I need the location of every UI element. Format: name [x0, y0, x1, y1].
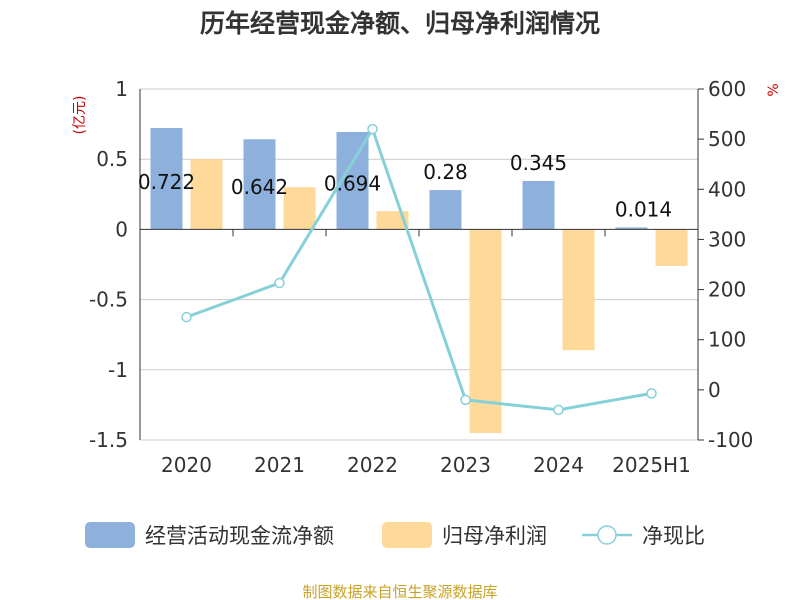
- net-profit-bar: [376, 211, 409, 230]
- x-tick-label: 2022: [347, 453, 398, 477]
- cashflow-bar: [615, 227, 648, 230]
- y-left-tick-label: 0.5: [96, 147, 128, 171]
- cashflow-bar: [522, 180, 555, 230]
- ratio-point: [646, 388, 657, 399]
- legend-swatch-ratio-marker: [597, 525, 617, 545]
- legend: 经营活动现金流净额 归母净利润 净现比: [85, 522, 705, 548]
- y-right-tick-label: 100: [708, 328, 746, 352]
- cashflow-data-label: 0.722: [138, 170, 195, 194]
- y-right-tick-label: 400: [708, 177, 746, 201]
- ratio-point: [181, 311, 192, 323]
- y-right-tick-label: 500: [708, 127, 746, 151]
- y-left-tick-label: -1.5: [89, 428, 128, 452]
- ratio-polyline: [185, 125, 652, 412]
- source-note: 制图数据来自恒生聚源数据库: [302, 583, 497, 600]
- bars: [150, 128, 688, 433]
- y-left-tick-label: 0: [115, 217, 128, 241]
- net-profit-bar: [562, 229, 595, 351]
- legend-label-net-profit: 归母净利润: [442, 524, 547, 548]
- y-left-unit: (亿元): [72, 96, 88, 135]
- legend-label-ratio: 净现比: [642, 524, 705, 548]
- legend-swatch-cashflow: [85, 522, 135, 548]
- y-left-tick-label: -1: [108, 358, 128, 382]
- y-right-tick-label: 300: [708, 227, 746, 251]
- data-labels: 0.722 0.642 0.694 0.28 0.345 0.014: [138, 151, 672, 221]
- ratio-point: [367, 123, 378, 135]
- cashflow-data-label: 0.28: [423, 160, 468, 184]
- axes: 1 0.5 0 -0.5 -1 -1.5 600 500 400 300 200 100 0 -100 (亿…: [72, 77, 782, 477]
- cashflow-data-label: 0.642: [231, 175, 288, 199]
- cashflow-bar: [150, 128, 183, 230]
- net-profit-bar: [283, 187, 316, 230]
- chart-title: 历年经营现金净额、归母净利润情况: [200, 9, 600, 38]
- y-right-tick-label: -100: [708, 428, 753, 452]
- x-tick-label: 2023: [440, 453, 491, 477]
- cashflow-bar: [243, 139, 276, 230]
- x-tick-label: 2025H1: [612, 453, 691, 477]
- cashflow-data-label: 0.345: [510, 151, 567, 175]
- legend-swatch-net-profit: [382, 522, 432, 548]
- x-tick-label: 2021: [254, 453, 305, 477]
- y-left-tick-label: -0.5: [89, 288, 128, 312]
- y-right-tick-label: 0: [708, 378, 721, 402]
- ratio-point: [553, 404, 564, 416]
- ratio-point: [274, 277, 285, 289]
- y-right-tick-label: 200: [708, 278, 746, 302]
- y-left-tick-label: 1: [115, 77, 128, 101]
- y-right-tick-label: 600: [708, 77, 746, 101]
- legend-label-cashflow: 经营活动现金流净额: [145, 524, 334, 548]
- net-profit-bar: [190, 159, 223, 230]
- ratio-line: [181, 123, 657, 416]
- cashflow-bar: [429, 190, 462, 230]
- cashflow-data-label: 0.694: [324, 172, 381, 196]
- ratio-point: [460, 394, 471, 406]
- x-tick-label: 2020: [161, 453, 212, 477]
- cashflow-data-label: 0.014: [615, 197, 672, 221]
- net-profit-bar: [469, 229, 502, 433]
- y-right-unit: %: [766, 83, 782, 96]
- x-tick-label: 2024: [533, 453, 584, 477]
- net-profit-bar: [655, 229, 688, 266]
